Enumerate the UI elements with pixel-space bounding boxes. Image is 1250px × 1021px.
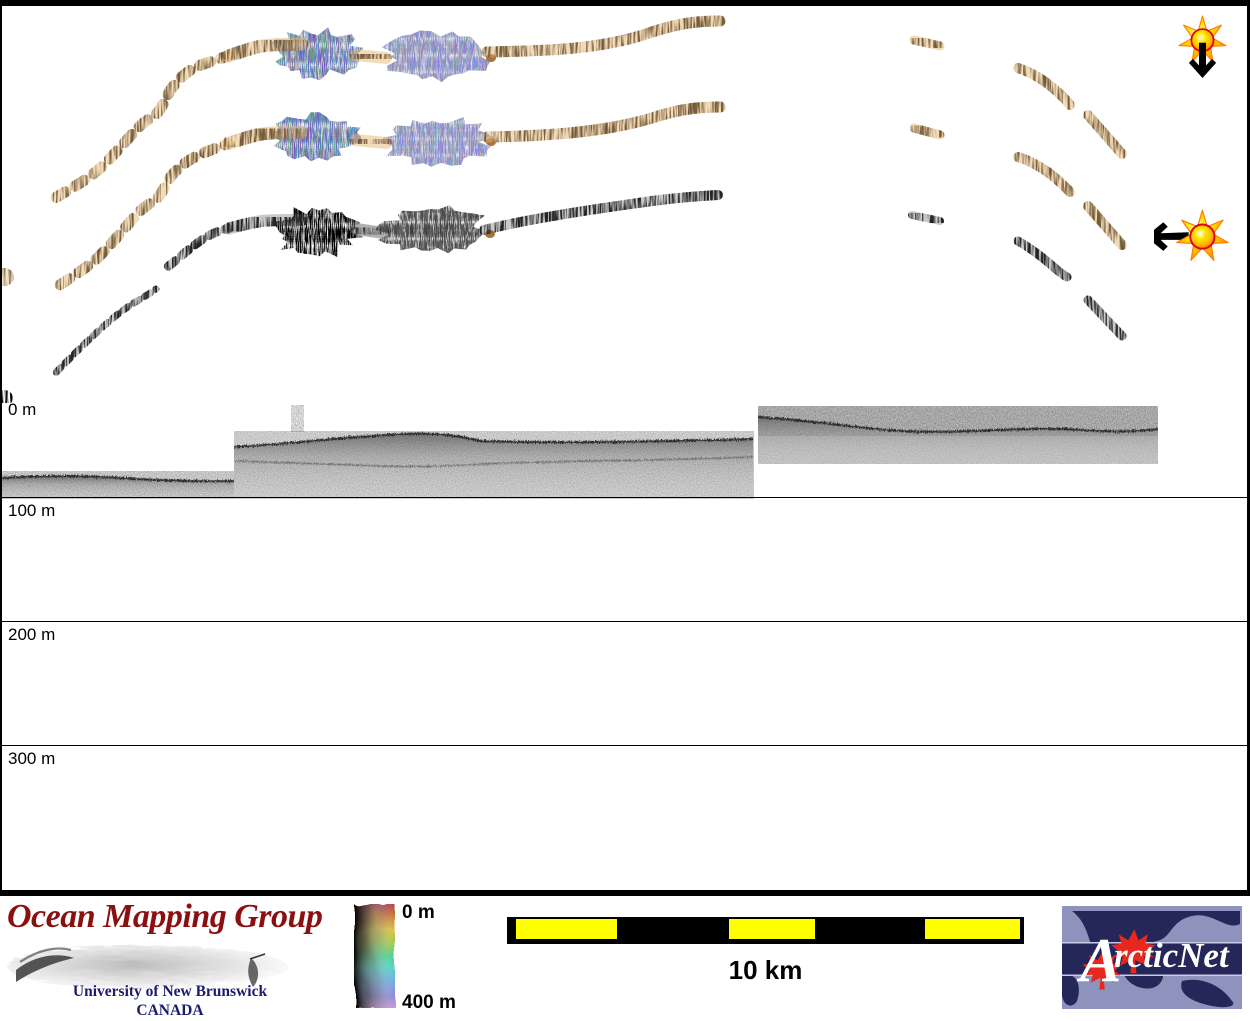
svg-text:rcticNet: rcticNet <box>1114 936 1230 975</box>
